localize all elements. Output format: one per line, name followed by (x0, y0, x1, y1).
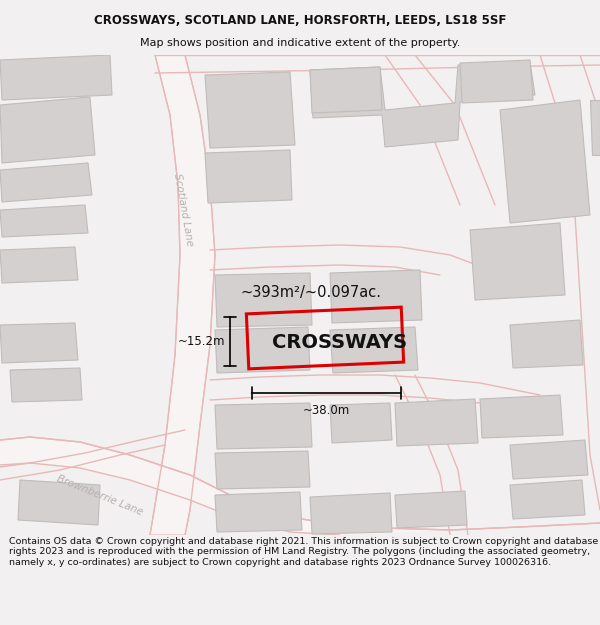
Text: Contains OS data © Crown copyright and database right 2021. This information is : Contains OS data © Crown copyright and d… (9, 537, 598, 567)
Polygon shape (330, 270, 422, 323)
Polygon shape (0, 55, 112, 100)
Polygon shape (215, 273, 312, 327)
Polygon shape (330, 403, 392, 443)
Text: ~38.0m: ~38.0m (302, 404, 350, 417)
Polygon shape (510, 480, 585, 519)
Polygon shape (510, 440, 588, 479)
Polygon shape (510, 320, 583, 368)
Polygon shape (480, 395, 563, 438)
Text: ~15.2m: ~15.2m (178, 335, 225, 348)
Polygon shape (0, 247, 78, 283)
Polygon shape (215, 403, 312, 449)
Polygon shape (395, 399, 478, 446)
Polygon shape (0, 323, 78, 363)
Polygon shape (0, 97, 95, 163)
Text: Scotland Lane: Scotland Lane (172, 173, 194, 247)
Polygon shape (0, 437, 600, 535)
Polygon shape (10, 368, 82, 402)
Polygon shape (310, 493, 392, 534)
Polygon shape (150, 55, 215, 535)
Polygon shape (590, 100, 600, 155)
Polygon shape (215, 451, 310, 489)
Polygon shape (18, 480, 100, 525)
Text: CROSSWAYS: CROSSWAYS (272, 334, 407, 352)
Polygon shape (310, 62, 535, 147)
Polygon shape (330, 327, 418, 373)
Text: Map shows position and indicative extent of the property.: Map shows position and indicative extent… (140, 39, 460, 49)
Polygon shape (500, 100, 590, 223)
Polygon shape (205, 150, 292, 203)
Polygon shape (395, 491, 467, 528)
Polygon shape (470, 223, 565, 300)
Polygon shape (215, 327, 310, 373)
Polygon shape (310, 67, 382, 113)
Polygon shape (0, 163, 92, 202)
Polygon shape (460, 60, 533, 103)
Polygon shape (205, 72, 295, 148)
Text: ~393m²/~0.097ac.: ~393m²/~0.097ac. (240, 284, 381, 299)
Text: Brownberrie Lane: Brownberrie Lane (55, 473, 145, 517)
Polygon shape (215, 492, 302, 532)
Polygon shape (0, 205, 88, 237)
Text: CROSSWAYS, SCOTLAND LANE, HORSFORTH, LEEDS, LS18 5SF: CROSSWAYS, SCOTLAND LANE, HORSFORTH, LEE… (94, 14, 506, 27)
